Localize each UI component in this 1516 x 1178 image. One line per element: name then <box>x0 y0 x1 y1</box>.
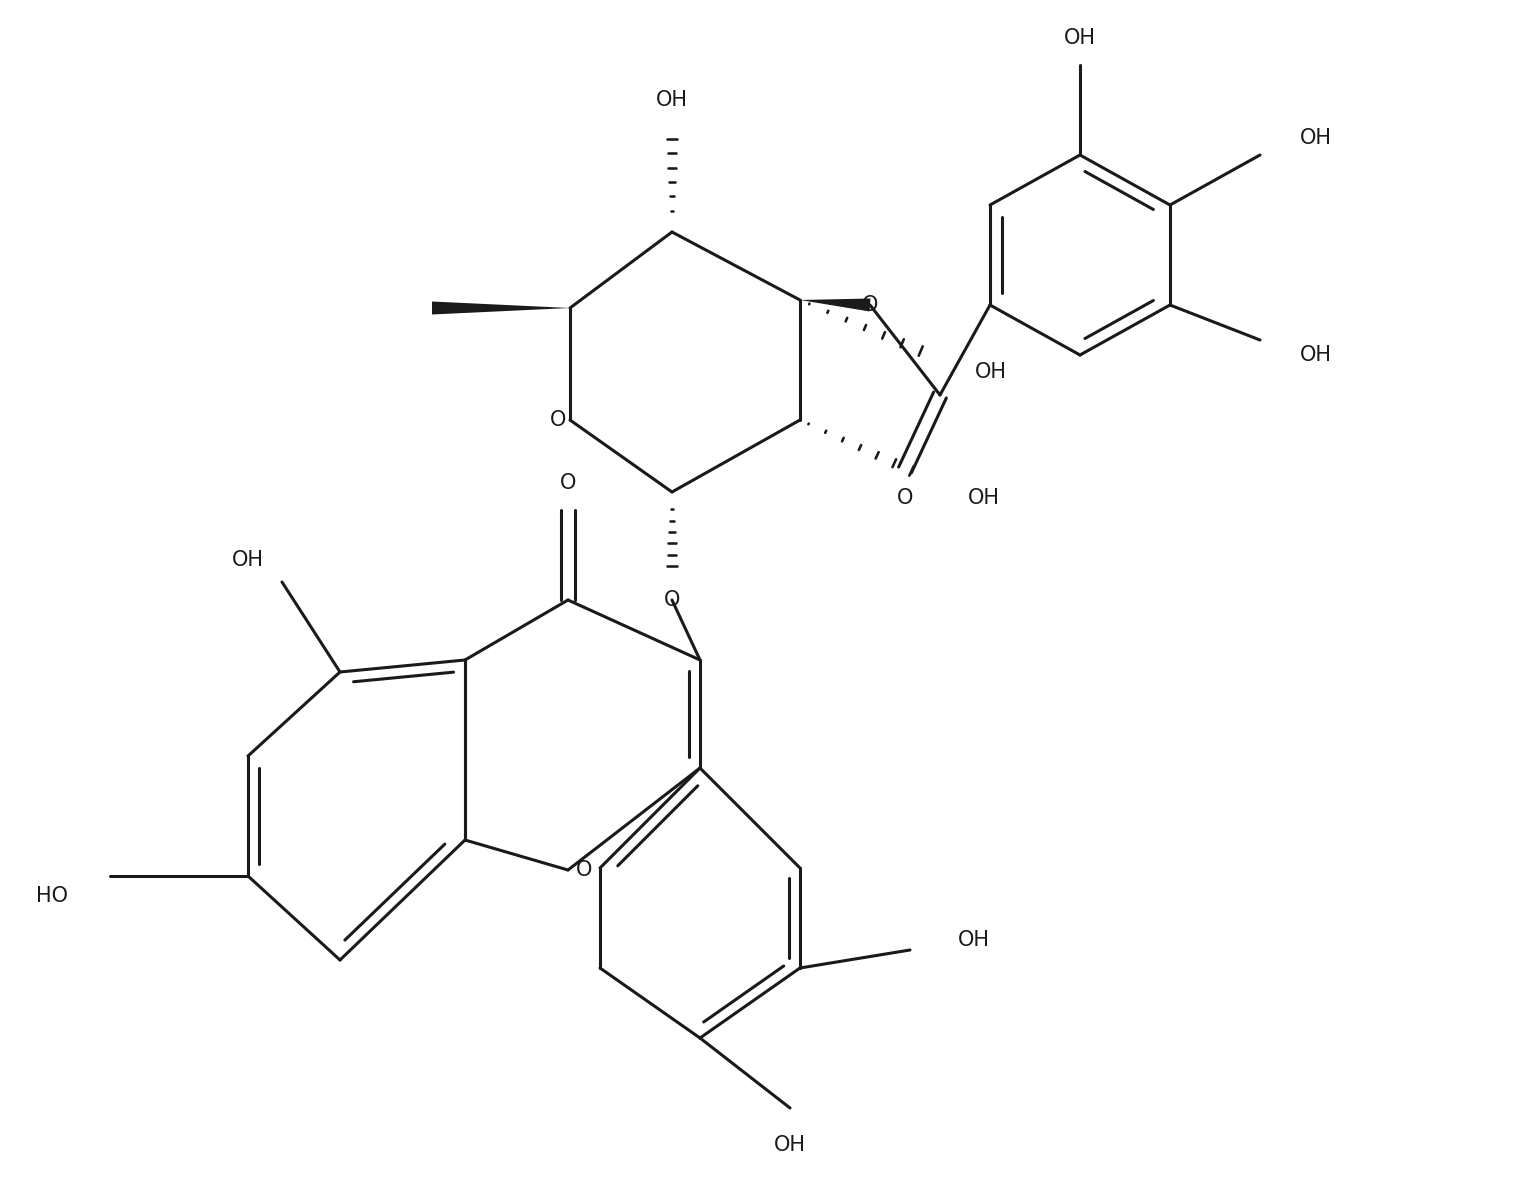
Text: HO: HO <box>36 886 68 906</box>
Text: OH: OH <box>1064 28 1096 48</box>
Text: O: O <box>897 488 913 508</box>
Text: O: O <box>664 590 681 610</box>
Text: OH: OH <box>232 550 264 570</box>
Text: O: O <box>559 474 576 494</box>
Text: O: O <box>576 860 593 880</box>
Text: O: O <box>550 410 565 430</box>
Text: O: O <box>861 294 878 315</box>
Text: OH: OH <box>958 929 990 949</box>
Text: OH: OH <box>969 488 1001 508</box>
Polygon shape <box>800 298 870 311</box>
Text: OH: OH <box>975 362 1007 382</box>
Text: OH: OH <box>775 1134 807 1154</box>
Text: OH: OH <box>656 90 688 110</box>
Text: OH: OH <box>1301 345 1333 365</box>
Text: OH: OH <box>1301 128 1333 148</box>
Polygon shape <box>432 302 570 315</box>
